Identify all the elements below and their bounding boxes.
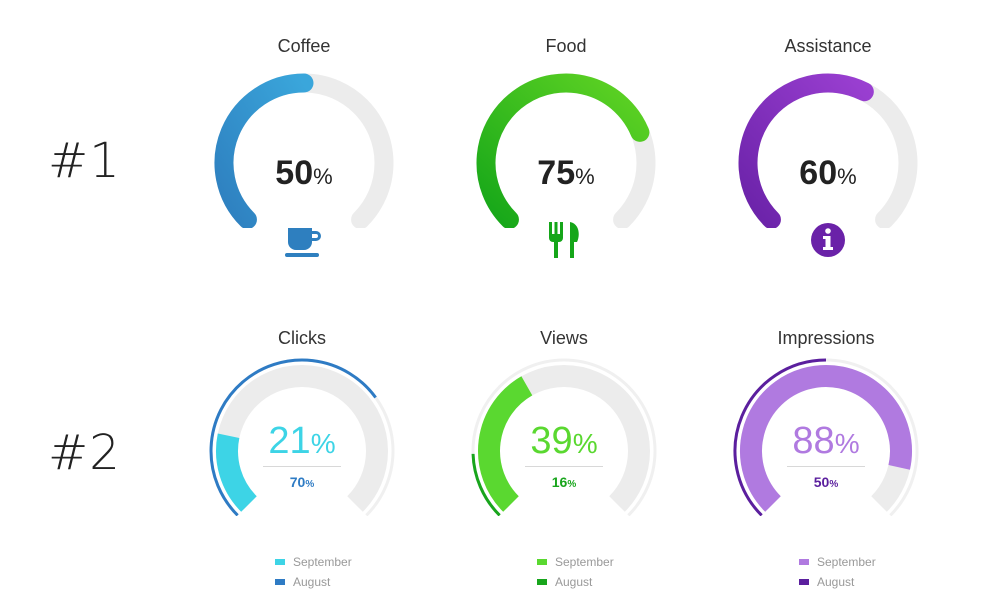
gauge-value: 60% [799,154,857,192]
gauge-sub-value: 16% [551,474,577,490]
gauge-impressions: Impressions 88% 50% September August [731,328,921,592]
gauge-arc [214,73,394,228]
gauge-assistance: Assistance 60% [733,36,923,276]
gauge-value: 75% [537,154,595,192]
coffee-cup-icon [285,228,321,257]
gauge-sub-value: 70% [289,474,315,490]
divider [525,466,603,467]
gauge-value-arc [214,73,314,228]
gauge-value-arc [738,73,874,228]
legend: September August [537,552,614,592]
divider [787,466,865,467]
gauge-arc [471,358,657,516]
legend: September August [275,552,352,592]
gauge-main-arc [216,433,258,512]
gauge-main-arc [478,376,533,512]
info-icon [811,223,845,257]
legend-item: September [537,552,614,572]
gauge-main-arc [740,365,912,512]
gauge-title: Assistance [784,36,872,56]
gauge-title: Food [545,36,587,56]
gauge-main-value: 21% [268,420,336,462]
fork-knife-icon [549,222,579,258]
gauge-arc [738,73,918,228]
gauge-arc [733,358,919,516]
gauge-main-value: 88% [792,420,860,462]
gauge-main-value: 39% [530,420,598,462]
row-label-2: #2 [48,425,121,481]
gauge-views: Views 39% 16% September August [469,328,659,592]
gauge-coffee: Coffee 50% [209,36,399,276]
row-label-1: #1 [48,133,121,189]
gauge-arc [476,73,656,228]
legend-item: August [799,572,876,592]
divider [263,466,341,467]
legend-item: September [799,552,876,572]
legend: September August [799,552,876,592]
gauge-sub-arc [209,358,377,516]
gauge-arc [209,358,395,516]
legend-item: September [275,552,352,572]
gauge-sub-arc [471,453,501,516]
gauge-food: Food 75% [471,36,661,276]
gauge-title: Coffee [277,36,331,56]
gauge-sub-value: 50% [813,474,839,490]
gauge-value: 50% [275,154,333,192]
gauge-value-arc [476,73,650,228]
gauge-clicks: Clicks 21% 70% September August [207,328,397,592]
gauge-title: Views [540,328,588,348]
gauge-title: Clicks [278,328,326,348]
legend-item: August [275,572,352,592]
gauge-title: Impressions [777,328,875,348]
legend-item: August [537,572,614,592]
gauge-sub-arc [733,358,827,516]
